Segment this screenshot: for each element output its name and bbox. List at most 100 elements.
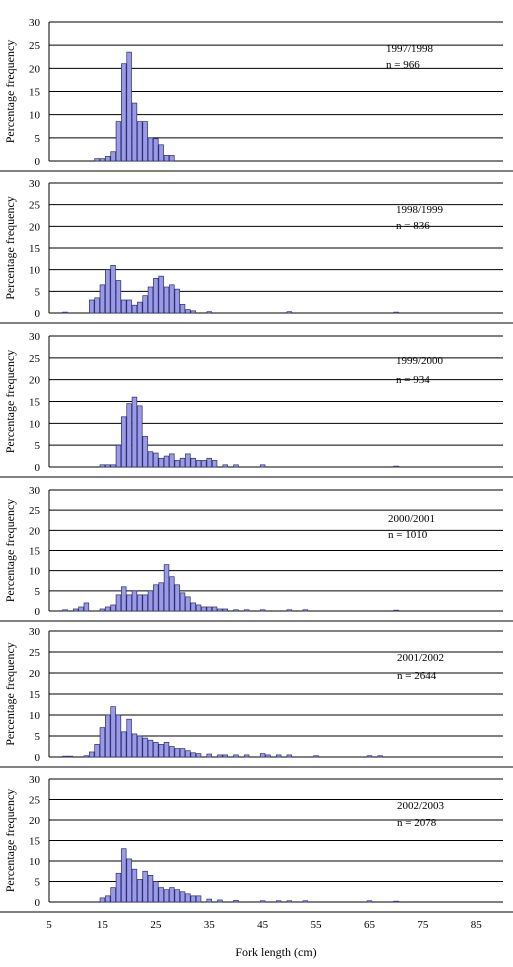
y-tick-label: 30 bbox=[29, 626, 41, 638]
bar bbox=[169, 576, 175, 612]
bar bbox=[121, 63, 127, 162]
x-tick-label: 85 bbox=[471, 919, 483, 931]
y-tick-label: 25 bbox=[29, 505, 41, 517]
bar bbox=[142, 121, 148, 162]
bar bbox=[83, 602, 90, 612]
y-tick-label: 5 bbox=[35, 440, 41, 452]
bar bbox=[185, 309, 191, 314]
bar bbox=[147, 286, 154, 314]
sample-size-label: n = 1010 bbox=[388, 529, 428, 541]
bar bbox=[190, 457, 196, 468]
bar bbox=[275, 900, 282, 903]
bar bbox=[121, 586, 127, 612]
bar bbox=[105, 269, 111, 314]
bar bbox=[153, 741, 159, 758]
bar bbox=[302, 900, 309, 903]
bar bbox=[147, 874, 154, 903]
panel-title: 2001/2002 bbox=[397, 652, 444, 664]
bar bbox=[313, 755, 319, 758]
bar bbox=[62, 609, 68, 612]
bar bbox=[377, 755, 383, 758]
y-tick-label: 15 bbox=[29, 243, 41, 255]
x-tick-label: 5 bbox=[46, 919, 52, 931]
bar bbox=[110, 706, 116, 758]
y-tick-label: 0 bbox=[35, 752, 41, 764]
bar bbox=[286, 754, 293, 758]
bar bbox=[110, 887, 116, 903]
y-tick-label: 5 bbox=[35, 731, 41, 743]
bar bbox=[393, 465, 399, 468]
y-tick-label: 30 bbox=[29, 774, 41, 786]
y-tick-label: 10 bbox=[29, 856, 41, 868]
sample-size-label: n = 2644 bbox=[397, 670, 437, 682]
bar bbox=[179, 457, 186, 468]
x-tick-label: 65 bbox=[364, 919, 376, 931]
y-tick-label: 25 bbox=[29, 647, 41, 659]
bar bbox=[83, 755, 90, 758]
bar bbox=[105, 895, 111, 903]
bar bbox=[105, 464, 111, 468]
bar bbox=[286, 900, 293, 903]
bar bbox=[366, 900, 373, 903]
bar bbox=[185, 893, 191, 903]
bar bbox=[206, 753, 212, 758]
x-axis: 5 15 25 35 45 55 65 75 85 Fork length (cm) bbox=[46, 919, 482, 959]
y-tick-label: 20 bbox=[29, 63, 41, 75]
bar bbox=[142, 295, 148, 314]
bar bbox=[185, 750, 191, 758]
bar bbox=[153, 881, 159, 903]
y-axis-label: Percentage frequency bbox=[3, 40, 17, 144]
bar bbox=[169, 887, 175, 903]
bar bbox=[62, 755, 68, 758]
bar bbox=[121, 848, 127, 903]
bar bbox=[99, 727, 106, 758]
bar bbox=[126, 403, 132, 468]
bar bbox=[169, 453, 175, 468]
x-tick-label: 55 bbox=[311, 919, 323, 931]
bar bbox=[222, 754, 228, 758]
bar bbox=[233, 754, 239, 758]
bar bbox=[233, 900, 239, 903]
panel-2: 0 5 10 15 20 25 30 Percentage frequency 1998/199… bbox=[0, 178, 513, 324]
bar bbox=[179, 748, 186, 758]
bar bbox=[158, 275, 164, 314]
bar bbox=[158, 457, 164, 468]
x-tick-label: 75 bbox=[417, 919, 429, 931]
bar bbox=[99, 897, 106, 903]
y-tick-label: 10 bbox=[29, 110, 41, 122]
panel-3: 0 5 10 15 20 25 30 Percentage frequency 1999/200… bbox=[0, 331, 513, 478]
bar bbox=[115, 594, 122, 612]
bar bbox=[259, 900, 266, 903]
bar bbox=[126, 718, 132, 758]
bar bbox=[94, 158, 100, 162]
y-axis-label: Percentage frequency bbox=[3, 789, 17, 893]
y-tick-label: 25 bbox=[29, 40, 41, 52]
y-axis-label: Percentage frequency bbox=[3, 499, 17, 603]
panel-title: 2002/2003 bbox=[397, 800, 445, 812]
y-tick-label: 20 bbox=[29, 221, 41, 233]
y-tick-label: 0 bbox=[35, 462, 41, 474]
y-tick-label: 5 bbox=[35, 586, 41, 598]
bar bbox=[163, 286, 170, 314]
y-tick-label: 30 bbox=[29, 178, 41, 190]
bar bbox=[137, 594, 143, 612]
x-tick-label: 15 bbox=[97, 919, 109, 931]
bar bbox=[366, 755, 373, 758]
panel-title: 1997/1998 bbox=[386, 43, 434, 55]
bar bbox=[206, 898, 212, 903]
bar bbox=[174, 460, 180, 468]
bar bbox=[217, 899, 223, 903]
bar bbox=[302, 609, 309, 612]
bar bbox=[89, 751, 95, 758]
bar bbox=[243, 754, 250, 758]
bar bbox=[126, 594, 132, 612]
bar bbox=[131, 868, 138, 903]
bar bbox=[163, 564, 170, 612]
panel-6: 0 5 10 15 20 25 30 Percentage frequency 2002/200… bbox=[0, 774, 513, 913]
x-axis-label: Fork length (cm) bbox=[235, 945, 316, 959]
bar bbox=[195, 895, 202, 903]
y-tick-label: 20 bbox=[29, 525, 41, 537]
bar bbox=[259, 753, 266, 758]
bar bbox=[131, 304, 138, 314]
bar bbox=[163, 889, 170, 903]
